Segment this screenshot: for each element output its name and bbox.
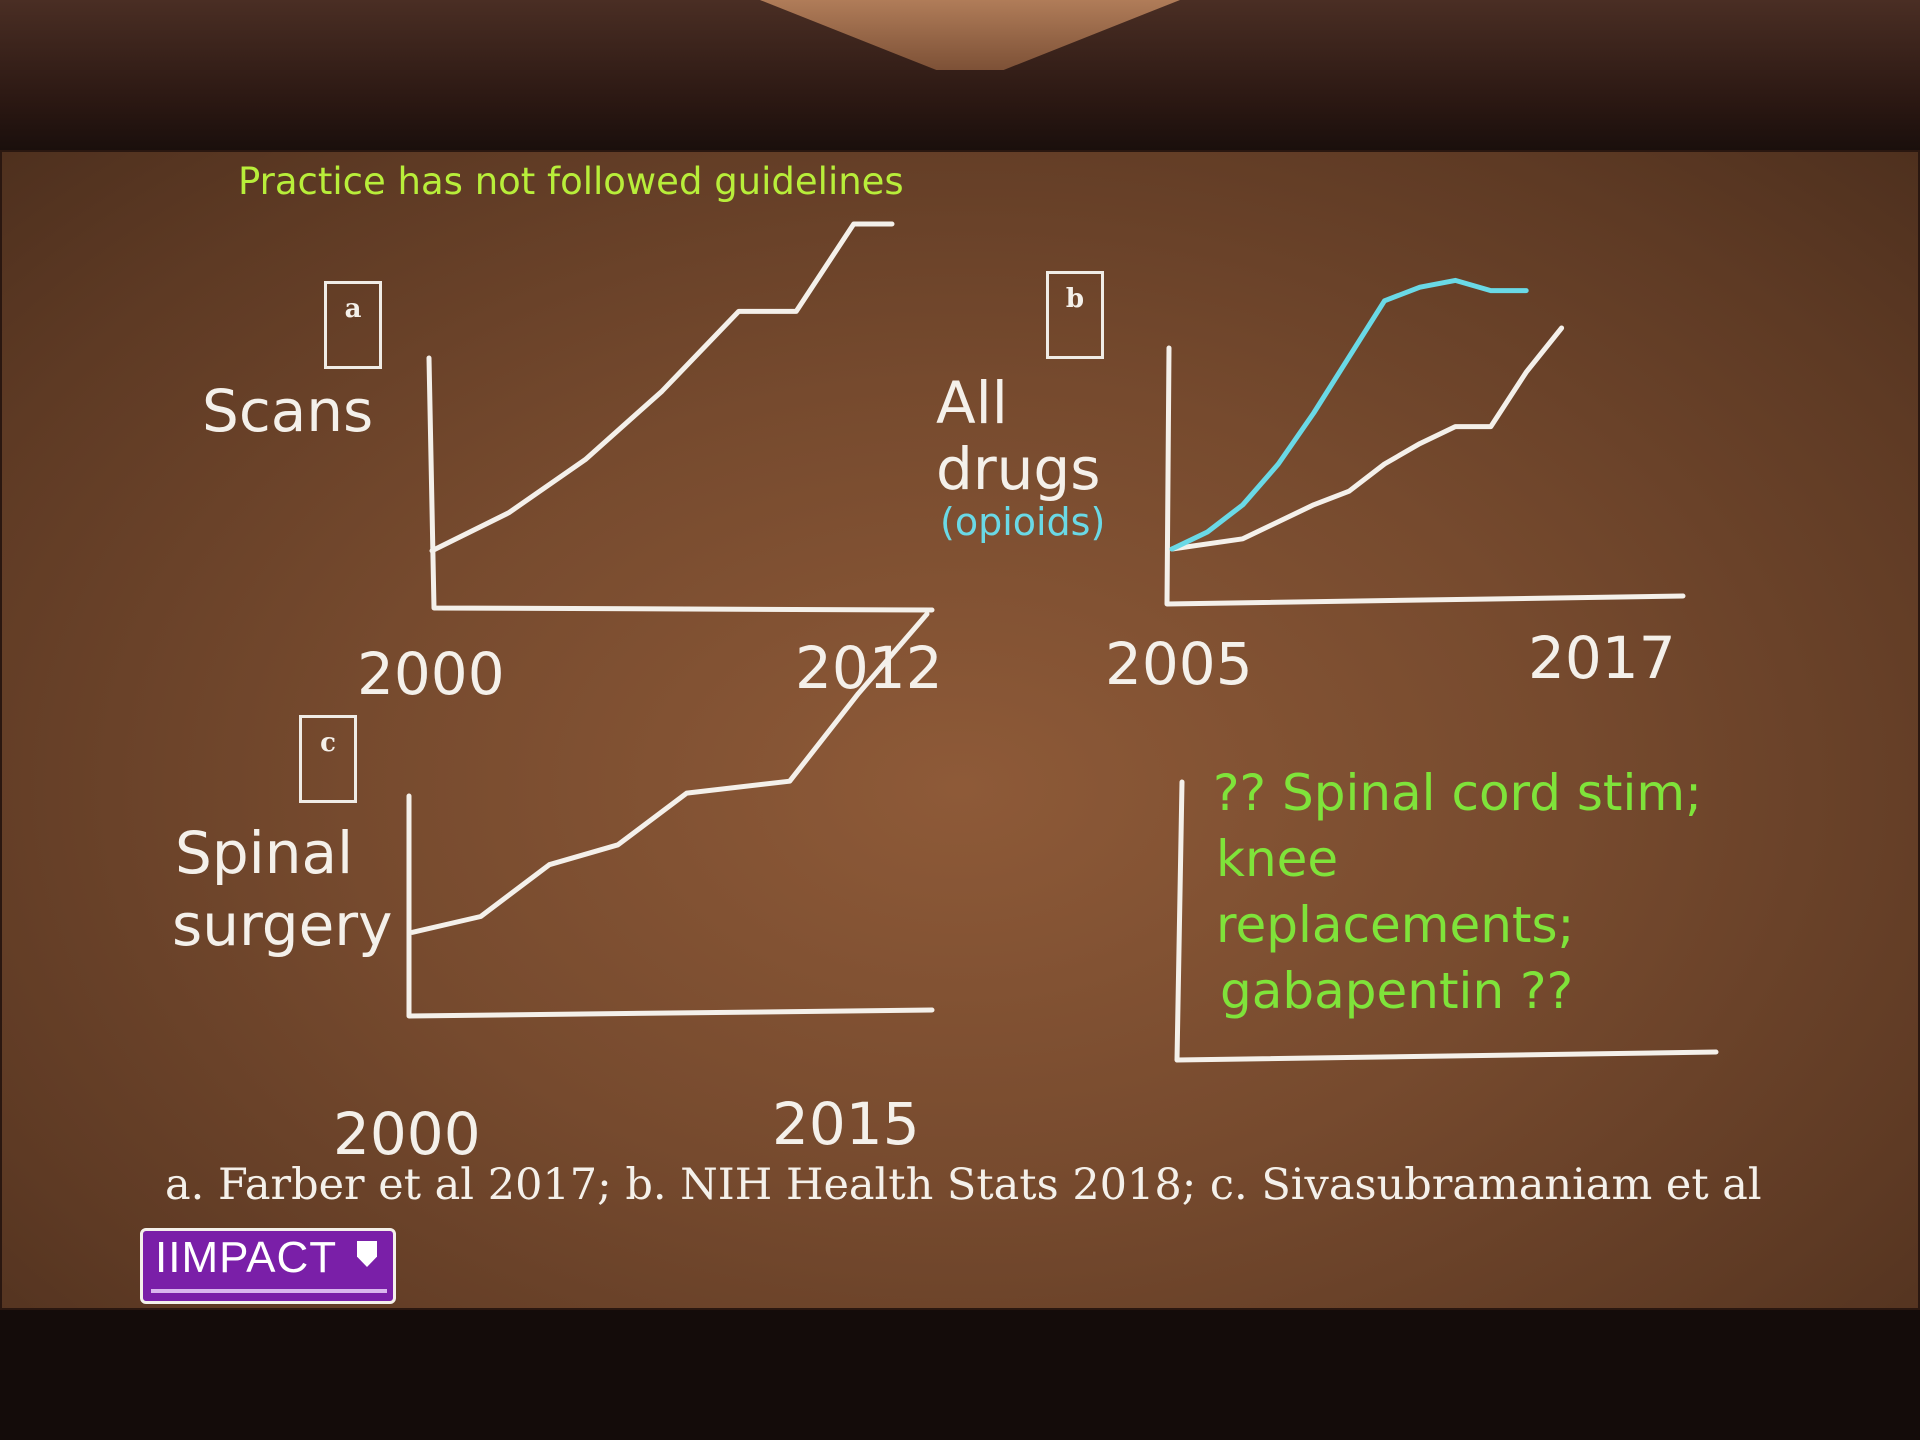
- scans-ylabel: Scans: [202, 377, 374, 445]
- note-line-1: ?? Spinal cord stim;: [1213, 764, 1702, 822]
- note-line-4: gabapentin ??: [1220, 962, 1574, 1020]
- series-line-b-all: [1169, 325, 1565, 552]
- axis-c: [406, 793, 935, 1019]
- panel-c-tick-end: 2015: [772, 1090, 920, 1158]
- panel-a-tick-end: 2012: [795, 634, 943, 702]
- axis-b: [1164, 345, 1686, 607]
- spinal-ylabel: Spinal: [175, 819, 354, 887]
- chart-panel-b: [1164, 277, 1686, 607]
- panel-b-tick-start: 2005: [1105, 630, 1253, 698]
- axis-d: [1174, 779, 1719, 1063]
- panel-b-marker: b: [1046, 271, 1104, 359]
- references: a. Farber et al 2017; b. NIH Health Stat…: [165, 1160, 1762, 1210]
- slide-title: Practice has not followed guidelines: [238, 160, 904, 203]
- shield-icon: [357, 1241, 377, 1267]
- panel-b-tick-end: 2017: [1528, 624, 1676, 692]
- chart-panel-c: [406, 611, 935, 1019]
- floor-background: [0, 1310, 1920, 1440]
- chart-panel-a: [426, 221, 935, 613]
- slide: Practice has not followed guidelines a S…: [0, 150, 1920, 1310]
- axis-a: [426, 355, 935, 613]
- all-ylabel: All: [936, 369, 1008, 437]
- panel-a-tick-start: 2000: [357, 640, 505, 708]
- opioids-legend-label: (opioids): [940, 500, 1106, 544]
- charts-svg: [406, 221, 1719, 1063]
- logo-text: IIMPACT: [155, 1233, 338, 1282]
- series-line-a-all: [429, 221, 895, 554]
- panel-c-tick-start: 2000: [333, 1100, 481, 1168]
- logo-strip: [151, 1289, 387, 1293]
- chart-panel-d: [1174, 779, 1719, 1063]
- note-line-3: replacements;: [1216, 896, 1575, 954]
- series-line-c-all: [409, 611, 930, 935]
- series-line-b-opioids: [1169, 277, 1529, 552]
- ceiling-lamp: [760, 0, 1180, 70]
- drugs-ylabel: drugs: [936, 435, 1101, 503]
- ceiling-background: [0, 0, 1920, 150]
- note-line-2: knee: [1216, 830, 1339, 888]
- iimpact-logo: IIMPACT: [140, 1228, 396, 1304]
- panel-c-marker: c: [299, 715, 357, 803]
- panel-a-marker: a: [324, 281, 382, 369]
- surgery-ylabel: surgery: [172, 891, 393, 959]
